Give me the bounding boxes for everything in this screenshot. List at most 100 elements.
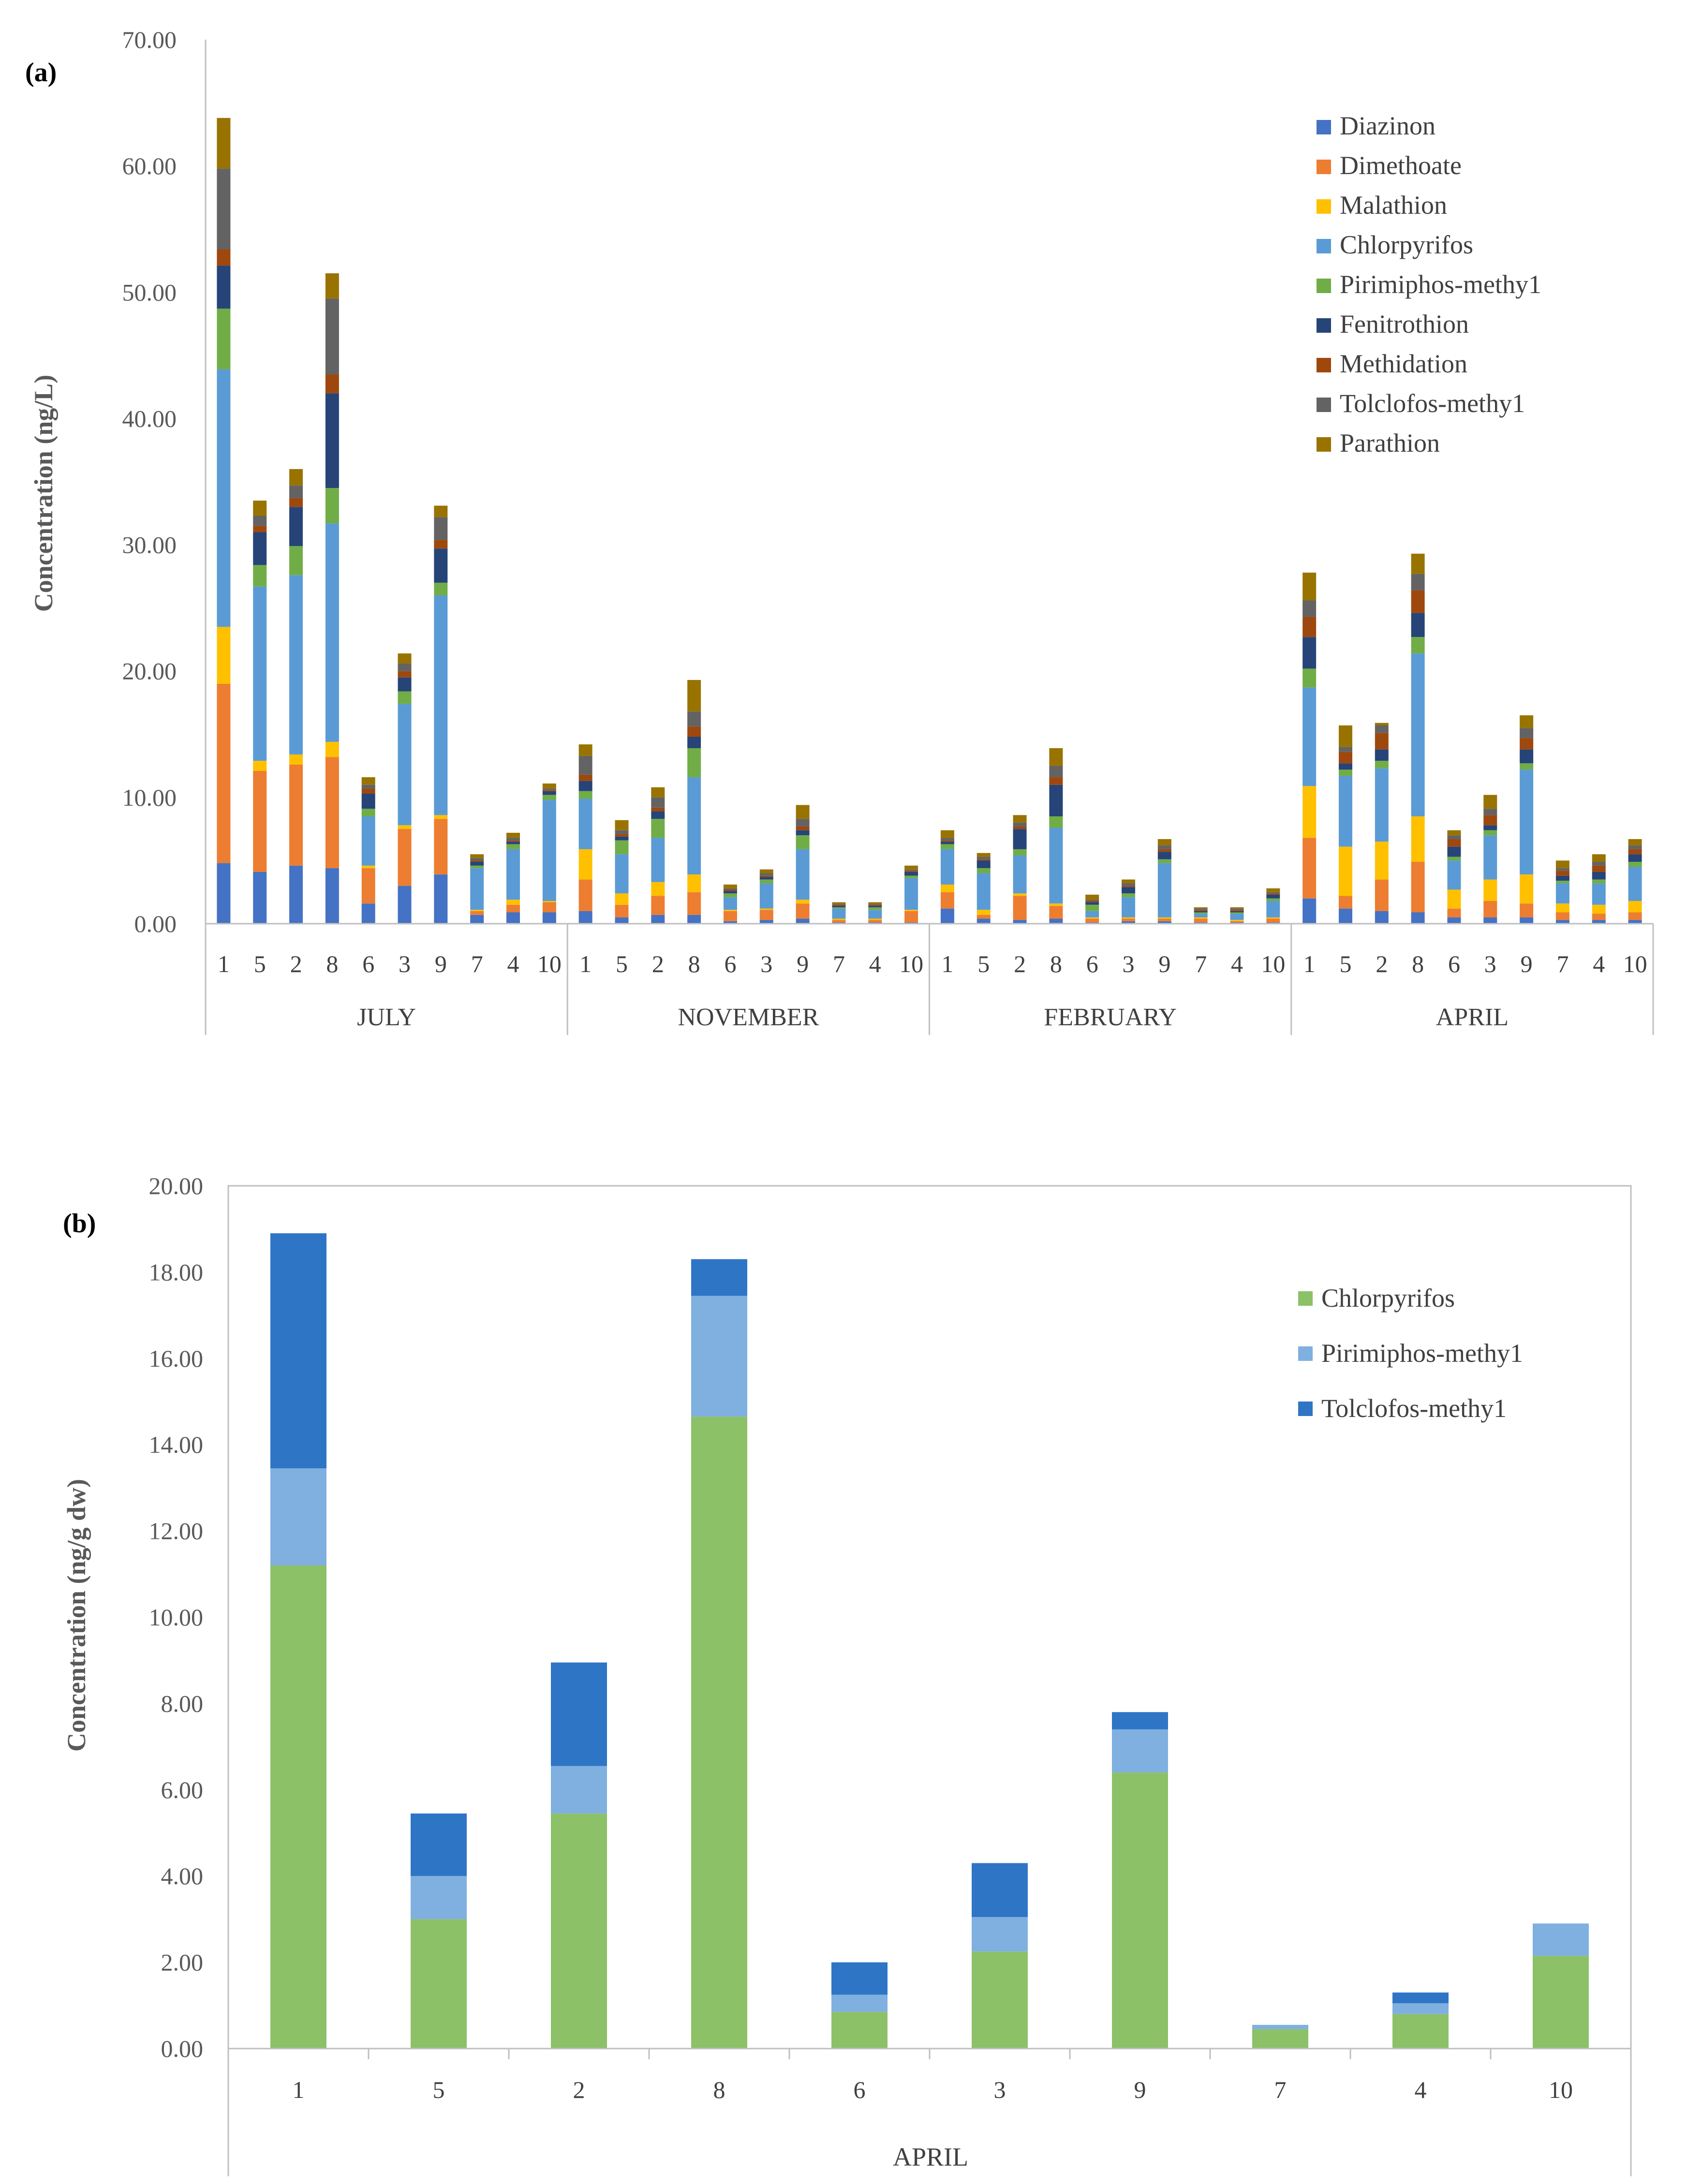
bar-segment-november-7-s7 [832, 903, 846, 905]
bar-segment-april-4-s1 [1592, 914, 1606, 920]
bar-segment-november-9-s5 [796, 830, 810, 836]
bar-segment-april-10-s6 [1628, 849, 1642, 855]
bar-segment-april-1-s1 [270, 1468, 326, 1565]
bar-segment-april-6-s1 [1447, 908, 1461, 917]
bar-segment-february-3-s4 [1122, 893, 1136, 898]
bar-segment-april-4-s6 [1592, 865, 1606, 872]
bar-segment-november-5-s8 [615, 820, 629, 830]
chart-b-legend: Chlorpyrifos Pirimiphos-methy1 Tolclofos-m… [1298, 1284, 1523, 1423]
bar-segment-july-5-s0 [253, 871, 267, 924]
chart-a: (a) Concentration (ng/L) 0.00 10.00 20.00 3… [25, 26, 1654, 1035]
bar-segment-july-8-s0 [325, 868, 339, 924]
chart-a-xtick-label: 3 [760, 950, 772, 977]
bar-segment-february-10-s6 [1266, 893, 1280, 895]
bar-segment-february-1-s6 [940, 840, 954, 842]
bar-segment-november-7-s1 [832, 920, 846, 923]
bar-segment-april-8-s8 [1411, 553, 1425, 574]
bar-segment-april-3-s2 [1483, 879, 1497, 901]
bar-segment-july-3-s8 [398, 653, 412, 664]
chart-a-xtick-label: 5 [254, 950, 266, 977]
bar-segment-february-5-s6 [977, 859, 991, 861]
chart-a-group-label: APRIL [1436, 1003, 1509, 1031]
bar-segment-july-8-s2 [325, 741, 339, 757]
bar-segment-november-1-s8 [578, 744, 592, 756]
bar-segment-february-6-s7 [1085, 900, 1099, 901]
bar-segment-november-10-s8 [904, 865, 918, 870]
bar-segment-november-8-s6 [687, 726, 701, 737]
bar-segment-february-7-s5 [1194, 911, 1208, 913]
legend-swatch-5 [1317, 318, 1331, 333]
bar-segment-november-9-s2 [796, 900, 810, 904]
bar-segment-july-10-s8 [542, 783, 556, 789]
chart-b-ytick-label: 2.00 [161, 1949, 204, 1976]
bar-segment-november-6-s7 [723, 888, 737, 890]
bar-segment-july-6-s7 [361, 784, 375, 789]
bar-segment-november-2-s8 [651, 787, 665, 797]
bar-segment-february-8-s5 [1049, 784, 1063, 817]
bar-segment-february-4-s3 [1230, 914, 1244, 920]
bar-segment-february-2-s3 [1013, 855, 1027, 894]
bar-segment-april-5-s8 [1338, 725, 1352, 747]
bar-segment-february-2-s6 [1013, 826, 1027, 829]
bar-segment-april-4-s2 [1592, 904, 1606, 914]
bar-segment-november-8-s2 [687, 874, 701, 892]
bar-segment-april-7-s8 [1555, 860, 1569, 869]
chart-a-ytick-label: 30.00 [122, 531, 177, 559]
bar-segment-february-10-s5 [1266, 894, 1280, 899]
legend-swatch-6 [1317, 358, 1331, 372]
bar-segment-july-1-s4 [217, 309, 231, 369]
chart-a-xtick-label: 4 [507, 950, 519, 977]
bar-segment-july-7-s4 [470, 865, 484, 869]
bar-segment-november-3-s3 [759, 883, 773, 909]
bar-segment-april-3-s2 [972, 1863, 1028, 1917]
chart-a-xtick-label: 6 [724, 950, 736, 977]
bar-segment-february-8-s7 [1049, 766, 1063, 778]
bar-segment-april-9-s1 [1520, 903, 1534, 917]
bar-segment-april-5-s1 [1338, 896, 1352, 909]
bar-segment-november-10-s7 [904, 869, 918, 871]
bar-segment-february-4-s2 [1230, 920, 1244, 921]
bar-segment-july-10-s5 [542, 791, 556, 795]
chart-a-legend: Diazinon Dimethoate Malathion Chlorpyrifos P… [1317, 111, 1541, 457]
bar-segment-april-1-s2 [270, 1233, 326, 1469]
bar-segment-april-9-s1 [1112, 1729, 1168, 1773]
bar-segment-february-7-s7 [1194, 908, 1208, 910]
bar-segment-february-9-s4 [1157, 859, 1171, 863]
chart-a-xtick-label: 5 [1339, 950, 1351, 977]
legend-label: Parathion [1340, 428, 1440, 457]
chart-a-xtick-label: 6 [362, 950, 374, 977]
bar-segment-april-8-s2 [691, 1259, 747, 1296]
bar-segment-july-6-s5 [361, 794, 375, 809]
bar-segment-july-6-s2 [361, 865, 375, 869]
bar-segment-july-1-s7 [217, 168, 231, 250]
bar-segment-july-3-s5 [398, 677, 412, 692]
bar-segment-april-5-s2 [411, 1813, 467, 1876]
bar-segment-april-7-s6 [1555, 871, 1569, 876]
bar-segment-february-3-s8 [1122, 879, 1136, 884]
bar-segment-february-4-s8 [1230, 907, 1244, 909]
bar-segment-april-10-s1 [1628, 912, 1642, 920]
bar-segment-february-7-s3 [1194, 914, 1208, 917]
bar-segment-april-6-s7 [1447, 835, 1461, 840]
bar-segment-february-10-s7 [1266, 892, 1280, 894]
bar-segment-november-10-s2 [904, 910, 918, 911]
bar-segment-july-1-s5 [217, 266, 231, 309]
bar-segment-april-5-s0 [411, 1919, 467, 2049]
chart-a-xtick-label: 8 [326, 950, 338, 977]
bar-segment-april-2-s2 [551, 1662, 607, 1766]
bar-segment-july-10-s1 [542, 902, 556, 913]
bar-segment-april-3-s1 [972, 1917, 1028, 1952]
chart-b-y-ticks: 0.00 2.00 4.00 6.00 8.00 10.00 12.00 14.00 16.00… [149, 1172, 204, 2062]
chart-a-y-ticks: 0.00 10.00 20.00 30.00 40.00 50.00 60.00 70.00 [122, 26, 177, 937]
chart-a-xtick-label: 9 [797, 950, 809, 977]
bar-segment-november-2-s0 [651, 915, 665, 924]
bar-segment-july-2-s3 [289, 575, 303, 755]
bar-segment-july-9-s4 [434, 582, 448, 596]
bar-segment-july-5-s4 [253, 565, 267, 587]
bar-segment-february-1-s3 [940, 849, 954, 885]
bar-segment-april-2-s0 [1375, 911, 1389, 924]
bar-segment-november-6-s0 [723, 921, 737, 924]
bar-segment-april-6-s2 [831, 1962, 888, 1995]
bar-segment-april-6-s8 [1447, 830, 1461, 836]
bar-segment-february-5-s3 [977, 873, 991, 910]
